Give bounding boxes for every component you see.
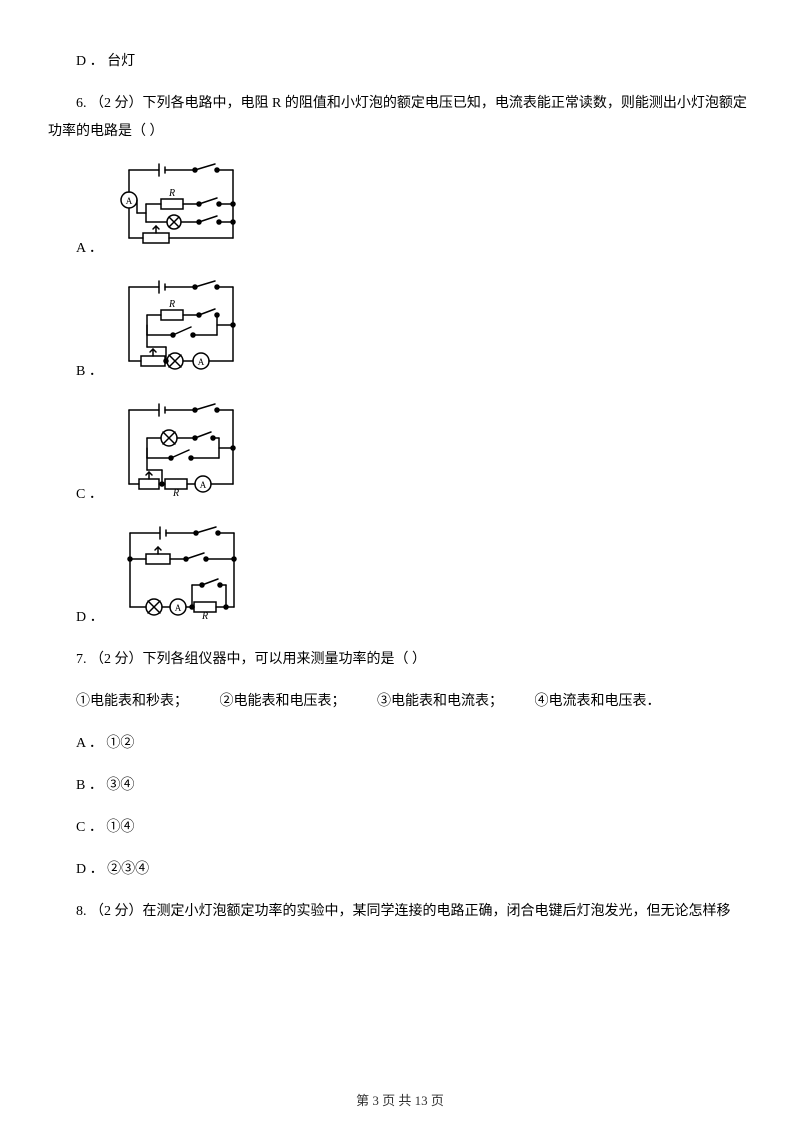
q7-option-b: B ． ③④ bbox=[48, 772, 752, 800]
q7-choice-1: ①电能表和秒表； bbox=[76, 694, 188, 709]
q5-option-d: D ． 台灯 bbox=[48, 48, 752, 76]
q6-circuit-d: A R bbox=[112, 523, 247, 632]
q6-circuit-c: R A bbox=[111, 400, 246, 509]
q6-option-b-row: B ． bbox=[48, 277, 752, 386]
q6-stem: 6. （2 分）下列各电路中，电阻 R 的阻值和小灯泡的额定电压已知，电流表能正… bbox=[48, 90, 752, 146]
svg-text:R: R bbox=[201, 611, 208, 621]
q6-option-c-row: C ． R bbox=[48, 400, 752, 509]
q7-option-d: D ． ②③④ bbox=[48, 856, 752, 884]
q6-option-d-row: D ． A bbox=[48, 523, 752, 632]
q6-option-c-label: C ． bbox=[48, 481, 103, 509]
q7-choice-3: ③电能表和电流表； bbox=[377, 694, 503, 709]
svg-text:A: A bbox=[198, 357, 205, 367]
svg-text:A: A bbox=[126, 196, 133, 206]
q7-choices-line: ①电能表和秒表； ②电能表和电压表； ③电能表和电流表； ④电流表和电压表． bbox=[48, 688, 752, 716]
svg-text:R: R bbox=[168, 299, 175, 310]
q6-option-b-label: B ． bbox=[48, 358, 103, 386]
q7-choice-4: ④电流表和电压表． bbox=[535, 694, 661, 709]
q6-circuit-a: A R bbox=[111, 160, 246, 263]
svg-text:A: A bbox=[200, 480, 207, 490]
page-footer: 第 3 页 共 13 页 bbox=[0, 1088, 800, 1114]
q6-option-a-row: A ． A bbox=[48, 160, 752, 263]
svg-text:R: R bbox=[168, 188, 175, 199]
q6-option-a-label: A ． bbox=[48, 235, 103, 263]
q8-stem-partial: 8. （2 分）在测定小灯泡额定功率的实验中，某同学连接的电路正确，闭合电键后灯… bbox=[48, 898, 752, 926]
svg-text:R: R bbox=[172, 488, 179, 498]
q7-option-a: A ． ①② bbox=[48, 730, 752, 758]
q6-circuit-b: A R bbox=[111, 277, 246, 386]
q7-option-c: C ． ①④ bbox=[48, 814, 752, 842]
q6-option-d-label: D ． bbox=[48, 604, 104, 632]
q7-stem: 7. （2 分）下列各组仪器中，可以用来测量功率的是（ ） bbox=[48, 646, 752, 674]
q7-choice-2: ②电能表和电压表； bbox=[220, 694, 346, 709]
svg-text:A: A bbox=[174, 603, 181, 613]
